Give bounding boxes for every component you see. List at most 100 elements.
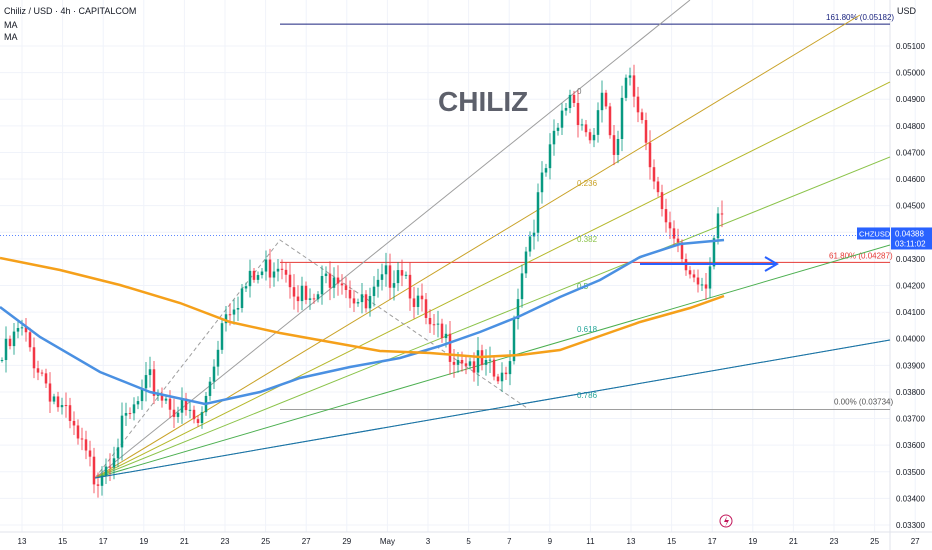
fib-618-label: 61.80% (0.04287) [829, 251, 893, 260]
fib-fan-label: 0.236 [577, 179, 598, 188]
candle-body [0, 360, 4, 362]
candle-body [484, 359, 488, 365]
candle-body [544, 168, 548, 173]
fib-fan-label: 0.382 [577, 235, 598, 244]
fib-fan-line [94, 81, 891, 479]
candle-body [100, 475, 104, 486]
candle-body [712, 238, 716, 267]
ma-legend-2[interactable]: MA [4, 32, 18, 42]
candle-body [452, 361, 456, 365]
time-tick-label: 7 [507, 537, 512, 546]
time-tick-label: 17 [99, 537, 108, 546]
candle-body [40, 372, 44, 374]
candle-body [120, 415, 124, 448]
candle-body [364, 294, 368, 309]
candle-body [704, 284, 708, 289]
candle-body [336, 277, 340, 284]
price-tick-label: 0.05100 [896, 42, 925, 51]
candle-body [396, 270, 400, 284]
candle-body [72, 420, 76, 426]
candle-body [488, 359, 492, 361]
price-tick-label: 0.04200 [896, 282, 925, 291]
time-tick-label: 27 [302, 537, 311, 546]
candle-body [392, 283, 396, 288]
candle-body [64, 405, 68, 407]
candle-body [540, 172, 544, 193]
candle-body [8, 338, 12, 347]
time-tick-label: 3 [426, 537, 431, 546]
candle-body [84, 439, 88, 451]
candle-body [236, 308, 240, 310]
time-tick-label: 25 [870, 537, 879, 546]
candle-body [644, 120, 648, 143]
time-tick-label: 27 [911, 537, 920, 546]
candle-body [28, 332, 32, 348]
price-tick-label: 0.04300 [896, 255, 925, 264]
candle-body [56, 396, 60, 408]
candle-body [232, 309, 236, 315]
candle-body [420, 295, 424, 300]
candle-body [108, 466, 112, 468]
time-tick-label: May [380, 537, 395, 546]
candle-body [228, 314, 232, 316]
candle-body [20, 327, 24, 329]
price-tick-label: 0.04800 [896, 122, 925, 131]
fib-fan-line [94, 244, 891, 479]
candle-body [376, 279, 380, 287]
price-tag-bg[interactable] [891, 227, 932, 250]
candle-body [548, 144, 552, 169]
price-tag-countdown: 03:11:02 [895, 239, 926, 248]
candle-body [628, 75, 632, 78]
candle-body [288, 274, 292, 288]
candle-body [552, 130, 556, 145]
candle-body [564, 108, 568, 111]
currency-label[interactable]: USD [896, 6, 916, 16]
candle-body [460, 360, 464, 364]
candle-body [368, 296, 372, 309]
fib-fan-line [94, 14, 861, 479]
candle-body [696, 277, 700, 285]
time-tick-label: 5 [466, 537, 471, 546]
time-tick-label: 13 [18, 537, 27, 546]
candle-body [48, 383, 52, 402]
candle-body [568, 94, 572, 109]
candle-body [52, 396, 56, 402]
candle-body [672, 228, 676, 239]
candle-body [220, 323, 224, 350]
candle-body [516, 299, 520, 320]
fib-fan-line [94, 0, 691, 479]
candle-body [512, 319, 516, 362]
price-tick-label: 0.04100 [896, 308, 925, 317]
time-tick-label: 17 [708, 537, 717, 546]
candle-body [112, 458, 116, 468]
candle-body [324, 273, 328, 277]
time-tick-label: 23 [221, 537, 230, 546]
fib-fan-label: 0 [577, 87, 582, 96]
candle-body [688, 270, 692, 275]
candle-body [412, 298, 416, 307]
candle-body [380, 274, 384, 280]
candle-body [408, 274, 412, 299]
candle-body [528, 236, 532, 252]
candle-body [164, 398, 168, 401]
candle-body [284, 269, 288, 275]
candle-body [464, 363, 468, 366]
candle-body [192, 409, 196, 420]
candle-body [504, 372, 508, 375]
candle-body [600, 92, 604, 111]
ma-legend-1[interactable]: MA [4, 20, 18, 30]
candle-body [388, 265, 392, 288]
candle-body [496, 376, 500, 382]
candle-body [576, 102, 580, 126]
candle-body [592, 134, 596, 141]
candle-body [536, 192, 540, 233]
candle-body [476, 350, 480, 373]
candle-body [584, 124, 588, 133]
candle-body [340, 283, 344, 286]
candle-body [188, 409, 192, 411]
candle-body [620, 97, 624, 139]
symbol-legend[interactable]: Chiliz / USD · 4h · CAPITALCOM [4, 6, 137, 16]
candle-body [216, 349, 220, 367]
